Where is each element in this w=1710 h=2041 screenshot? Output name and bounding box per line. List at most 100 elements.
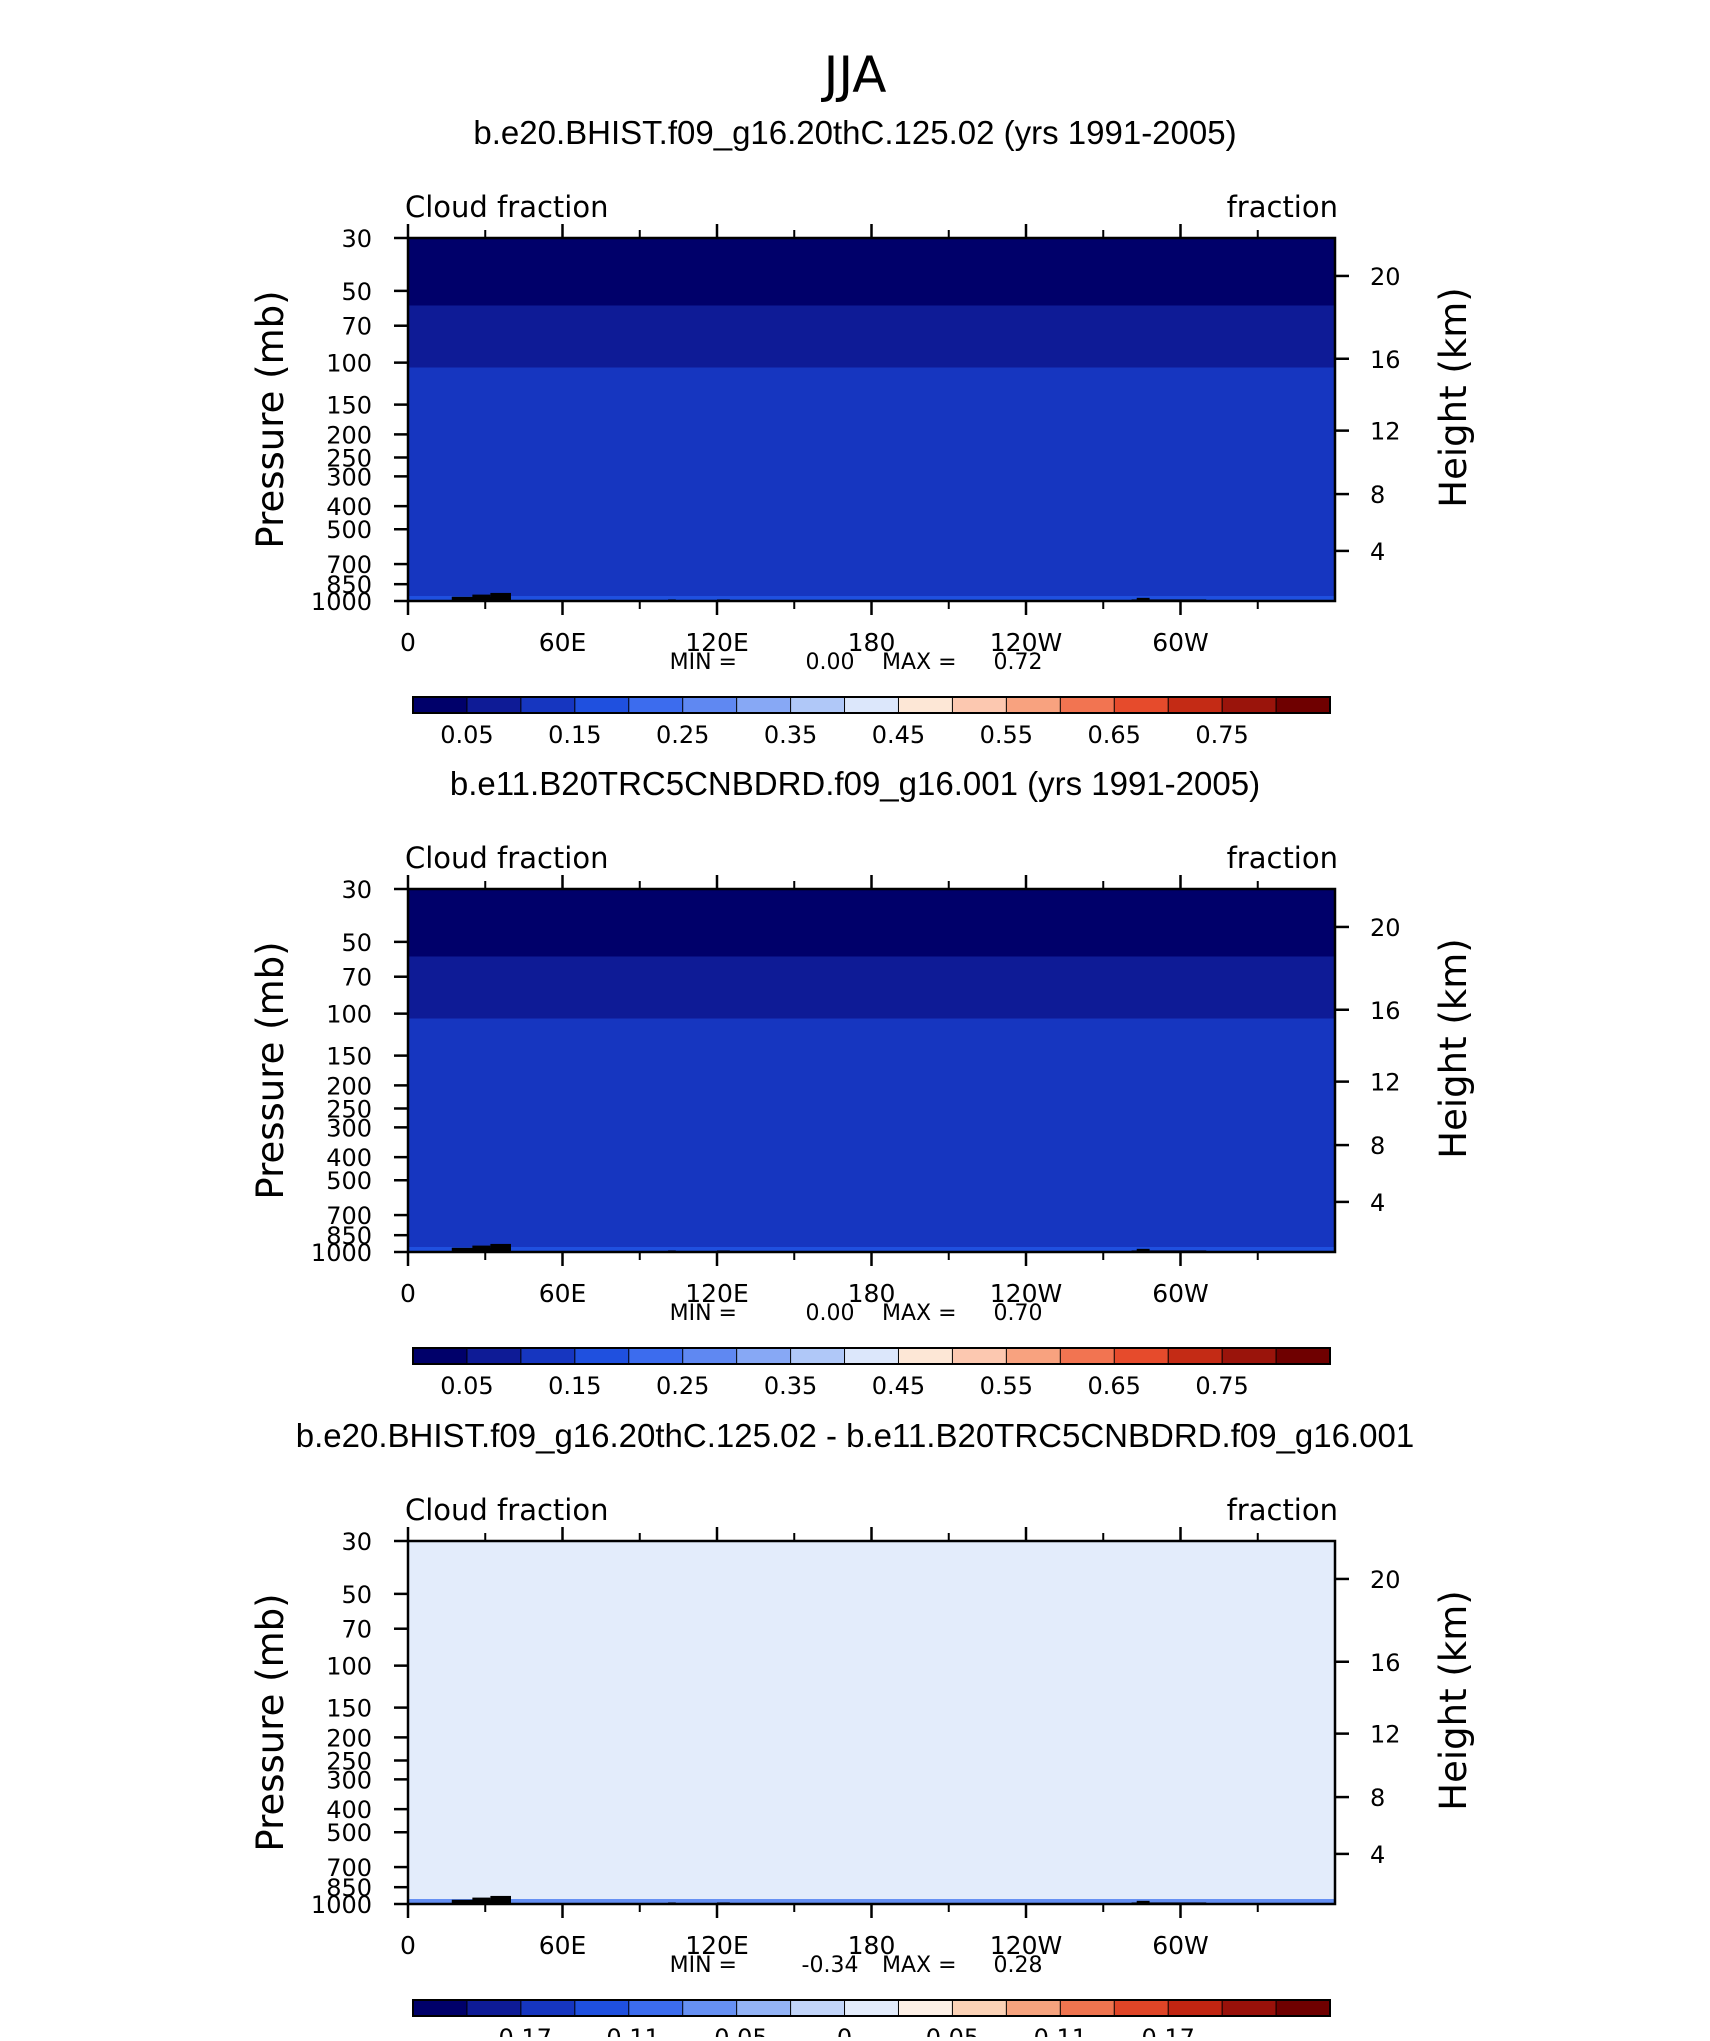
heatmap-cell bbox=[1011, 342, 1019, 348]
heatmap-cell bbox=[972, 321, 980, 327]
heatmap-cell bbox=[416, 311, 424, 317]
heatmap-cell bbox=[995, 331, 1003, 337]
heatmap-cell bbox=[624, 373, 632, 379]
heatmap-cell bbox=[532, 243, 540, 249]
heatmap-cell bbox=[586, 404, 594, 410]
heatmap-cell bbox=[833, 285, 841, 291]
heatmap-cell bbox=[872, 331, 880, 337]
heatmap-cell bbox=[709, 305, 717, 311]
heatmap-cell bbox=[956, 285, 964, 291]
heatmap-cell bbox=[895, 435, 903, 441]
heatmap-cell bbox=[702, 285, 710, 291]
heatmap-cell bbox=[918, 316, 926, 322]
heatmap-cell bbox=[810, 326, 818, 332]
heatmap-cell bbox=[1026, 409, 1034, 415]
heatmap-cell bbox=[1273, 269, 1281, 275]
heatmap-cell bbox=[794, 321, 802, 327]
heatmap-cell bbox=[1289, 311, 1297, 317]
heatmap-cell bbox=[647, 373, 655, 379]
heatmap-cell bbox=[470, 300, 478, 306]
heatmap-cell bbox=[833, 362, 841, 368]
heatmap-cell bbox=[593, 430, 601, 436]
heatmap-cell bbox=[941, 388, 949, 394]
heatmap-cell bbox=[686, 259, 694, 265]
heatmap-cell bbox=[949, 279, 957, 285]
heatmap-cell bbox=[848, 409, 856, 415]
heatmap-cell bbox=[933, 440, 941, 446]
heatmap-cell bbox=[702, 357, 710, 363]
heatmap-cell bbox=[1235, 445, 1243, 451]
heatmap-cell bbox=[709, 342, 717, 348]
heatmap-cell bbox=[539, 394, 547, 400]
heatmap-cell bbox=[462, 383, 470, 389]
heatmap-cell bbox=[493, 435, 501, 441]
heatmap-cell bbox=[1134, 290, 1142, 296]
heatmap-cell bbox=[1296, 373, 1304, 379]
heatmap-cell bbox=[748, 321, 756, 327]
heatmap-cell bbox=[416, 451, 424, 457]
heatmap-cell bbox=[740, 279, 748, 285]
heatmap-cell bbox=[763, 326, 771, 332]
heatmap-cell bbox=[1011, 399, 1019, 405]
heatmap-cell bbox=[1196, 248, 1204, 254]
heatmap-cell bbox=[725, 248, 733, 254]
heatmap-cell bbox=[1242, 316, 1250, 322]
heatmap-cell bbox=[841, 378, 849, 384]
heatmap-cell bbox=[1296, 357, 1304, 363]
heatmap-cell bbox=[1041, 337, 1049, 343]
heatmap-cell bbox=[1304, 394, 1312, 400]
heatmap-cell bbox=[709, 274, 717, 280]
heatmap-cell bbox=[987, 311, 995, 317]
heatmap-cell bbox=[547, 254, 555, 260]
heatmap-cell bbox=[593, 259, 601, 265]
heatmap-cell bbox=[810, 435, 818, 441]
heatmap-cell bbox=[431, 357, 439, 363]
heatmap-cell bbox=[1188, 373, 1196, 379]
heatmap-cell bbox=[516, 274, 524, 280]
heatmap-cell bbox=[454, 264, 462, 270]
heatmap-cell bbox=[1204, 383, 1212, 389]
heatmap-cell bbox=[1057, 279, 1065, 285]
heatmap-cell bbox=[1041, 383, 1049, 389]
heatmap-cell bbox=[756, 321, 764, 327]
heatmap-cell bbox=[1211, 368, 1219, 374]
heatmap-cell bbox=[694, 414, 702, 420]
heatmap-cell bbox=[485, 300, 493, 306]
heatmap-cell bbox=[1134, 326, 1142, 332]
heatmap-cell bbox=[833, 352, 841, 358]
heatmap-cell bbox=[423, 326, 431, 332]
heatmap-cell bbox=[756, 440, 764, 446]
heatmap-cell bbox=[1111, 368, 1119, 374]
heatmap-cell bbox=[694, 378, 702, 384]
heatmap-cell bbox=[725, 274, 733, 280]
heatmap-cell bbox=[1227, 409, 1235, 415]
heatmap-cell bbox=[926, 420, 934, 426]
heatmap-cell bbox=[1250, 378, 1258, 384]
heatmap-cell bbox=[949, 394, 957, 400]
heatmap-cell bbox=[980, 409, 988, 415]
heatmap-cell bbox=[532, 321, 540, 327]
heatmap-cell bbox=[663, 264, 671, 270]
heatmap-cell bbox=[1227, 414, 1235, 420]
heatmap-cell bbox=[1088, 378, 1096, 384]
heatmap-cell bbox=[1103, 342, 1111, 348]
heatmap-cell bbox=[1273, 440, 1281, 446]
heatmap-cell bbox=[431, 331, 439, 337]
heatmap-cell bbox=[1204, 274, 1212, 280]
heatmap-cell bbox=[1173, 445, 1181, 451]
heatmap-cell bbox=[756, 274, 764, 280]
heatmap-cell bbox=[1065, 420, 1073, 426]
heatmap-cell bbox=[725, 279, 733, 285]
heatmap-cell bbox=[1289, 368, 1297, 374]
heatmap-cell bbox=[926, 254, 934, 260]
heatmap-cell bbox=[1304, 373, 1312, 379]
heatmap-cell bbox=[501, 357, 509, 363]
heatmap-cell bbox=[1088, 445, 1096, 451]
heatmap-cell bbox=[593, 394, 601, 400]
heatmap-cell bbox=[609, 342, 617, 348]
heatmap-cell bbox=[686, 368, 694, 374]
heatmap-cell bbox=[516, 352, 524, 358]
heatmap-cell bbox=[995, 248, 1003, 254]
heatmap-cell bbox=[1312, 399, 1320, 405]
heatmap-cell bbox=[1188, 414, 1196, 420]
